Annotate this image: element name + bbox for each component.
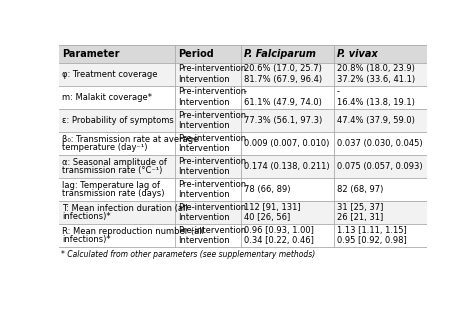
Bar xyxy=(59,155,427,178)
Text: Intervention: Intervention xyxy=(178,98,229,107)
Text: 0.075 (0.057, 0.093): 0.075 (0.057, 0.093) xyxy=(337,162,423,171)
Text: Intervention: Intervention xyxy=(178,213,229,223)
Text: Pre-intervention: Pre-intervention xyxy=(178,226,246,235)
Text: 26 [21, 31]: 26 [21, 31] xyxy=(337,213,383,223)
Text: -: - xyxy=(337,88,340,97)
Text: Pre-intervention: Pre-intervention xyxy=(178,88,246,97)
Bar xyxy=(59,86,427,109)
Text: 77.3% (56.1, 97.3): 77.3% (56.1, 97.3) xyxy=(244,116,322,125)
Text: infections)*: infections)* xyxy=(62,235,110,244)
Text: 0.95 [0.92, 0.98]: 0.95 [0.92, 0.98] xyxy=(337,236,407,245)
Bar xyxy=(59,224,427,247)
Text: 82 (68, 97): 82 (68, 97) xyxy=(337,185,383,194)
Text: Intervention: Intervention xyxy=(178,167,229,176)
Text: 47.4% (37.9, 59.0): 47.4% (37.9, 59.0) xyxy=(337,116,415,125)
Text: Intervention: Intervention xyxy=(178,236,229,245)
Text: infections)*: infections)* xyxy=(62,212,110,221)
Bar xyxy=(59,63,427,86)
Text: 78 (66, 89): 78 (66, 89) xyxy=(244,185,291,194)
Text: * Calculated from other parameters (see supplementary methods): * Calculated from other parameters (see … xyxy=(61,250,315,259)
Text: Pre-intervention: Pre-intervention xyxy=(178,134,246,143)
Text: -: - xyxy=(244,88,247,97)
Text: 20.6% (17.0, 25.7): 20.6% (17.0, 25.7) xyxy=(244,64,322,73)
Text: Intervention: Intervention xyxy=(178,144,229,153)
Text: Pre-intervention: Pre-intervention xyxy=(178,180,246,189)
Bar xyxy=(59,45,427,63)
Text: 81.7% (67.9, 96.4): 81.7% (67.9, 96.4) xyxy=(244,75,322,84)
Text: 112 [91, 131]: 112 [91, 131] xyxy=(244,203,301,212)
Text: transmission rate (°C⁻¹): transmission rate (°C⁻¹) xyxy=(62,166,162,175)
Text: 0.037 (0.030, 0.045): 0.037 (0.030, 0.045) xyxy=(337,139,423,148)
Text: Intervention: Intervention xyxy=(178,121,229,130)
Text: Pre-intervention: Pre-intervention xyxy=(178,110,246,119)
Text: 16.4% (13.8, 19.1): 16.4% (13.8, 19.1) xyxy=(337,98,415,107)
Text: P. vivax: P. vivax xyxy=(337,49,378,59)
Text: Pre-intervention: Pre-intervention xyxy=(178,203,246,212)
Bar xyxy=(59,178,427,201)
Text: lag: Temperature lag of: lag: Temperature lag of xyxy=(62,181,160,190)
Text: 31 [25, 37]: 31 [25, 37] xyxy=(337,203,383,212)
Text: Pre-intervention: Pre-intervention xyxy=(178,156,246,166)
Text: temperature (day⁻¹): temperature (day⁻¹) xyxy=(62,143,147,152)
Bar xyxy=(59,109,427,132)
Text: β₀: Transmission rate at average: β₀: Transmission rate at average xyxy=(62,135,198,144)
Text: P. Falciparum: P. Falciparum xyxy=(244,49,316,59)
Text: m: Malakit coverage*: m: Malakit coverage* xyxy=(62,93,152,102)
Text: Intervention: Intervention xyxy=(178,75,229,84)
Text: α: Seasonal amplitude of: α: Seasonal amplitude of xyxy=(62,158,167,167)
Text: Pre-intervention: Pre-intervention xyxy=(178,64,246,73)
Text: transmission rate (days): transmission rate (days) xyxy=(62,189,164,198)
Text: 0.96 [0.93, 1.00]: 0.96 [0.93, 1.00] xyxy=(244,226,314,235)
Text: Parameter: Parameter xyxy=(62,49,119,59)
Text: Period: Period xyxy=(178,49,214,59)
Text: R: Mean reproduction number (all: R: Mean reproduction number (all xyxy=(62,227,204,236)
Bar xyxy=(59,201,427,224)
Text: 61.1% (47.9, 74.0): 61.1% (47.9, 74.0) xyxy=(244,98,322,107)
Bar xyxy=(59,132,427,155)
Text: ε: Probability of symptoms: ε: Probability of symptoms xyxy=(62,116,173,125)
Text: φ: Treatment coverage: φ: Treatment coverage xyxy=(62,70,157,79)
Text: 20.8% (18.0, 23.9): 20.8% (18.0, 23.9) xyxy=(337,64,415,73)
Text: Intervention: Intervention xyxy=(178,190,229,199)
Text: T: Mean infection duration (all: T: Mean infection duration (all xyxy=(62,204,188,213)
Text: 0.34 [0.22, 0.46]: 0.34 [0.22, 0.46] xyxy=(244,236,314,245)
Text: 40 [26, 56]: 40 [26, 56] xyxy=(244,213,290,223)
Text: 37.2% (33.6, 41.1): 37.2% (33.6, 41.1) xyxy=(337,75,415,84)
Text: 1.13 [1.11, 1.15]: 1.13 [1.11, 1.15] xyxy=(337,226,407,235)
Text: 0.174 (0.138, 0.211): 0.174 (0.138, 0.211) xyxy=(244,162,329,171)
Text: 0.009 (0.007, 0.010): 0.009 (0.007, 0.010) xyxy=(244,139,329,148)
